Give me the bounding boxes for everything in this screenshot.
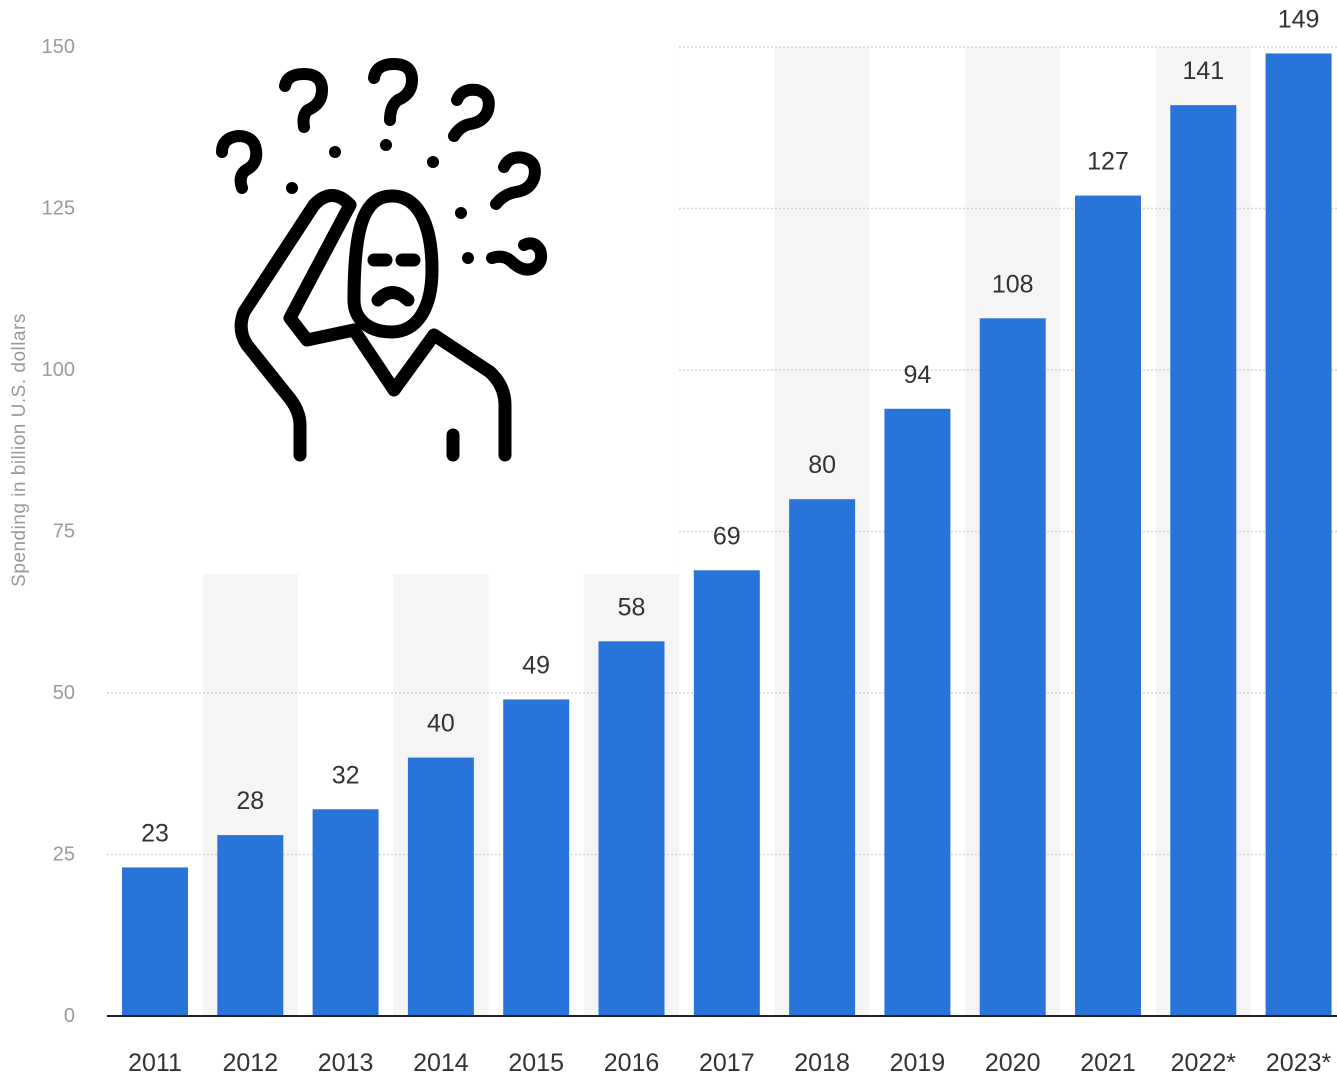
bar (693, 570, 760, 1016)
x-tick-label: 2013 (318, 1049, 374, 1077)
y-tick-label: 100 (42, 359, 75, 381)
x-tick-label: 2014 (413, 1049, 469, 1077)
data-label: 127 (1087, 148, 1129, 176)
y-tick-label: 50 (53, 682, 75, 704)
bar (312, 809, 379, 1016)
x-tick-label: 2011 (128, 1049, 182, 1077)
bar (503, 699, 570, 1016)
x-tick-label: 2021 (1080, 1049, 1136, 1077)
y-tick-label: 25 (53, 844, 75, 866)
data-label: 32 (332, 761, 360, 789)
x-tick-label: 2023* (1266, 1049, 1332, 1077)
data-label: 141 (1182, 57, 1224, 85)
data-label: 94 (903, 361, 931, 389)
bar (598, 641, 665, 1016)
bar (789, 499, 856, 1016)
data-label: 149 (1278, 5, 1320, 33)
bar (1265, 53, 1332, 1016)
bar (217, 835, 284, 1016)
confused-person-overlay (92, 0, 679, 574)
bar (979, 318, 1046, 1016)
data-label: 28 (236, 787, 264, 815)
bar (122, 867, 188, 1016)
y-tick-label: 0 (64, 1005, 75, 1027)
y-tick-label: 150 (42, 36, 75, 58)
x-tick-label: 2019 (890, 1049, 946, 1077)
confused-person-with-question-marks-icon (216, 57, 548, 462)
data-label: 108 (992, 270, 1034, 298)
data-label: 69 (713, 522, 741, 550)
x-tick-label: 2020 (985, 1049, 1041, 1077)
data-label: 49 (522, 651, 550, 679)
x-tick-label: 2022* (1171, 1049, 1237, 1077)
y-tick-label: 75 (53, 521, 75, 543)
bar (884, 408, 951, 1016)
data-label: 23 (141, 819, 169, 847)
data-label: 58 (618, 593, 646, 621)
bar (407, 757, 474, 1016)
data-labels: 23 28 32 40 49 58 69 80 94 108 127 141 149 (141, 5, 1319, 847)
bar (1075, 195, 1141, 1016)
x-tick-label: 2016 (604, 1049, 660, 1077)
x-tick-label: 2015 (508, 1049, 564, 1077)
x-tick-label: 2018 (794, 1049, 850, 1077)
data-label: 80 (808, 451, 836, 479)
y-tick-label: 125 (42, 198, 75, 220)
y-axis-ticks: 0 25 50 75 100 125 150 (42, 36, 75, 1027)
y-axis-title: Spending in billion U.S. dollars (9, 313, 30, 587)
x-tick-label: 2017 (699, 1049, 755, 1077)
x-tick-label: 2012 (222, 1049, 278, 1077)
bar (1170, 105, 1237, 1016)
data-label: 40 (427, 710, 455, 738)
bars (122, 53, 1332, 1016)
x-axis-ticks: 2011 2012 2013 2014 2015 2016 2017 2018 2019 2020… (128, 1049, 1331, 1077)
